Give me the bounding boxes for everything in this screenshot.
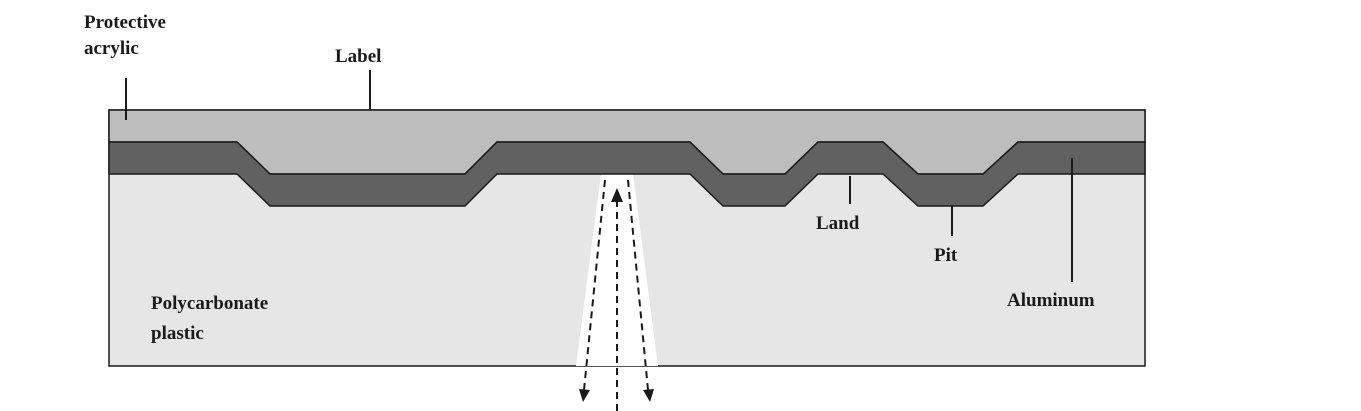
label-land: Land bbox=[816, 213, 860, 234]
label-polycarbonate-line2: plastic bbox=[151, 323, 204, 344]
label-pit: Pit bbox=[934, 245, 958, 266]
label-protective-acrylic-line1: Protective bbox=[84, 12, 166, 33]
aluminum-layer bbox=[108, 141, 1146, 207]
arrowhead-up-icon bbox=[611, 188, 623, 202]
label-polycarbonate-line1: Polycarbonate bbox=[151, 293, 268, 314]
arrowhead-down-left-icon bbox=[579, 389, 590, 402]
laser-beam-cone bbox=[576, 174, 658, 366]
label-aluminum: Aluminum bbox=[1007, 290, 1095, 311]
arrowhead-down-right-icon bbox=[643, 389, 654, 402]
label-protective-acrylic-line2: acrylic bbox=[84, 38, 139, 59]
label-label: Label bbox=[335, 46, 381, 67]
